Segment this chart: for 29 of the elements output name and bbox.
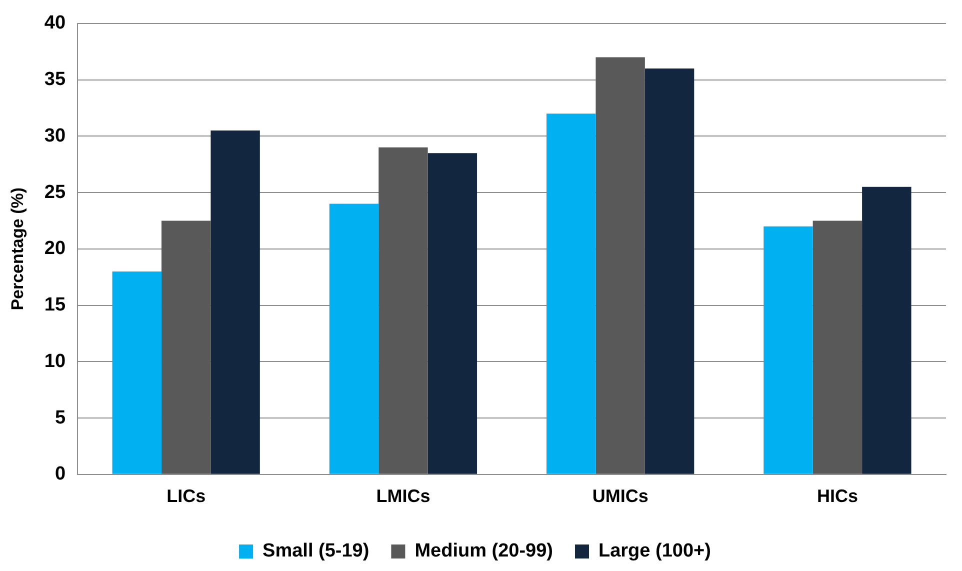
y-tick-label: 25 [44, 182, 66, 203]
bar [862, 186, 912, 474]
x-tick-label: UMICs [592, 486, 648, 506]
bar [428, 153, 478, 474]
y-tick-label: 15 [44, 294, 66, 316]
y-tick-label: 40 [44, 12, 66, 34]
y-tick-label: 20 [44, 238, 66, 260]
bar [210, 130, 260, 474]
bar [378, 147, 428, 474]
x-tick-label: LICs [166, 486, 206, 506]
legend-label: Large (100+) [598, 540, 711, 562]
bar [764, 226, 813, 474]
x-tick-label: HICs [816, 486, 858, 506]
y-tick-label: 0 [54, 464, 66, 485]
bar [546, 114, 596, 474]
y-tick-label: 10 [44, 350, 66, 372]
bar [812, 220, 862, 474]
y-tick-label: 30 [44, 125, 66, 146]
bar [112, 271, 162, 474]
y-axis-title: Percentage (%) [8, 187, 27, 310]
y-tick-label: 5 [54, 407, 66, 428]
legend-label: Medium (20-99) [414, 540, 553, 562]
bar [596, 57, 645, 474]
bar [644, 68, 694, 474]
bar [329, 204, 379, 474]
legend-label: Small (5-19) [262, 540, 370, 562]
bar [161, 220, 211, 474]
x-tick-label: LMICs [376, 486, 430, 506]
y-tick-label: 35 [44, 69, 66, 90]
